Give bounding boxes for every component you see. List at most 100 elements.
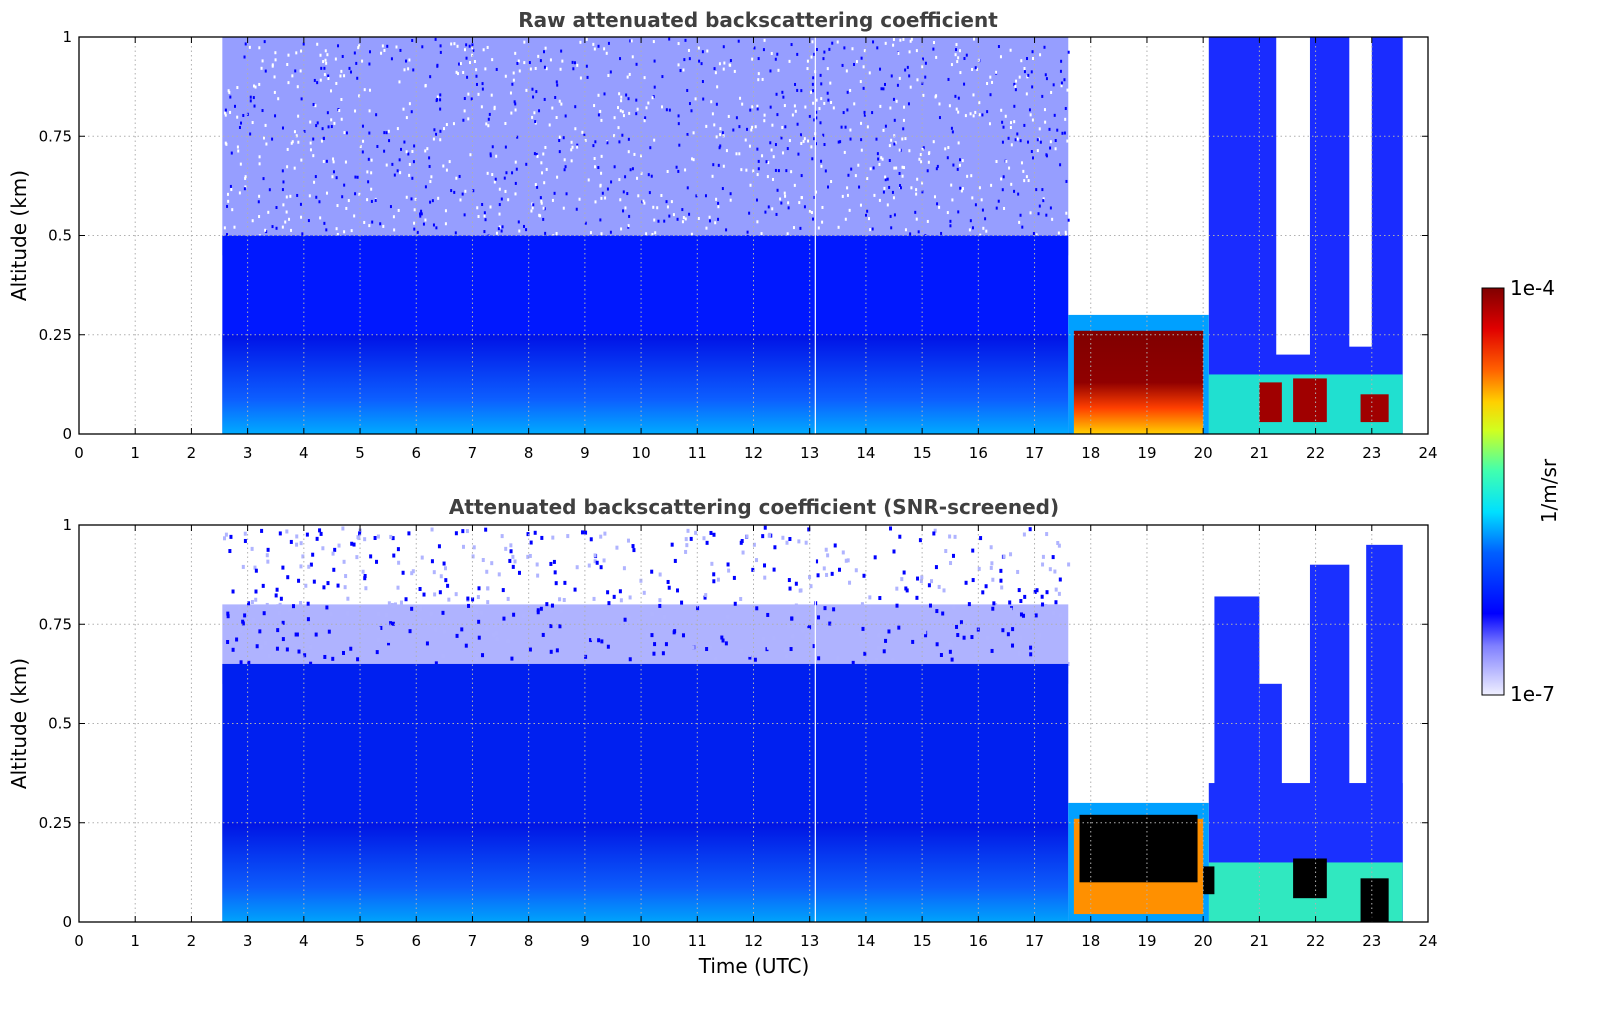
noise-pixel bbox=[514, 102, 517, 106]
noise-pixel bbox=[303, 129, 306, 133]
noise-pixel bbox=[1041, 188, 1044, 192]
noise-pixel bbox=[769, 69, 772, 73]
noise-pixel bbox=[892, 43, 895, 47]
noise-pixel bbox=[489, 154, 492, 158]
noise-pixel bbox=[343, 183, 346, 187]
noise-pixel bbox=[572, 67, 575, 71]
noise-pixel bbox=[645, 232, 648, 236]
noise-pixel bbox=[396, 127, 399, 131]
noise-pixel bbox=[432, 137, 435, 141]
noise-pixel bbox=[904, 137, 907, 141]
noise-pixel bbox=[354, 192, 357, 196]
noise-pixel bbox=[946, 211, 949, 215]
noise-pixel bbox=[999, 578, 1003, 583]
noise-pixel bbox=[817, 226, 820, 230]
noise-pixel bbox=[980, 198, 983, 202]
noise-pixel bbox=[956, 167, 959, 171]
noise-pixel bbox=[772, 567, 776, 572]
noise-pixel bbox=[1045, 213, 1048, 217]
noise-pixel bbox=[904, 68, 907, 72]
noise-pixel bbox=[396, 547, 400, 552]
low-cloud-patch bbox=[1293, 378, 1327, 423]
noise-pixel bbox=[291, 140, 294, 144]
noise-pixel bbox=[459, 62, 462, 66]
noise-pixel bbox=[719, 133, 722, 137]
noise-pixel bbox=[918, 538, 922, 543]
noise-pixel bbox=[247, 637, 251, 642]
noise-pixel bbox=[495, 231, 498, 235]
noise-pixel bbox=[628, 111, 631, 115]
noise-pixel bbox=[618, 589, 622, 594]
noise-pixel bbox=[399, 600, 403, 605]
noise-pixel bbox=[790, 616, 794, 621]
noise-pixel bbox=[1013, 104, 1016, 108]
noise-pixel bbox=[300, 158, 303, 162]
noise-pixel bbox=[990, 561, 994, 566]
noise-pixel bbox=[494, 623, 498, 628]
noise-pixel bbox=[324, 58, 327, 62]
noise-pixel bbox=[807, 625, 811, 630]
noise-pixel bbox=[312, 102, 315, 106]
noise-pixel bbox=[282, 180, 285, 184]
y-tick-label: 1 bbox=[62, 516, 72, 534]
noise-pixel bbox=[493, 180, 496, 184]
noise-pixel bbox=[618, 178, 621, 182]
noise-pixel bbox=[915, 595, 919, 600]
noise-pixel bbox=[549, 624, 553, 629]
noise-pixel bbox=[928, 151, 931, 155]
noise-pixel bbox=[295, 632, 299, 637]
noise-pixel bbox=[585, 64, 588, 68]
noise-pixel bbox=[1054, 147, 1057, 151]
noise-pixel bbox=[926, 219, 929, 223]
noise-pixel bbox=[288, 217, 291, 221]
noise-pixel bbox=[893, 166, 896, 170]
noise-pixel bbox=[776, 188, 779, 192]
noise-pixel bbox=[830, 100, 833, 104]
noise-pixel bbox=[815, 110, 818, 114]
noise-pixel bbox=[935, 55, 938, 59]
noise-pixel bbox=[1019, 612, 1023, 617]
noise-pixel bbox=[375, 113, 378, 117]
noise-pixel bbox=[1001, 188, 1004, 192]
noise-pixel bbox=[285, 647, 289, 652]
noise-pixel bbox=[350, 229, 353, 233]
heatmap-area bbox=[222, 525, 1403, 922]
noise-pixel bbox=[407, 152, 410, 156]
noise-pixel bbox=[1029, 652, 1033, 657]
noise-pixel bbox=[429, 180, 432, 184]
noise-pixel bbox=[763, 119, 766, 123]
noise-pixel bbox=[536, 608, 540, 613]
noise-pixel bbox=[1029, 645, 1033, 650]
noise-pixel bbox=[839, 140, 842, 144]
noise-pixel bbox=[807, 139, 810, 143]
noise-pixel bbox=[705, 124, 708, 128]
noise-pixel bbox=[721, 187, 724, 191]
noise-pixel bbox=[750, 128, 753, 132]
noise-pixel bbox=[898, 148, 901, 152]
noise-pixel bbox=[487, 117, 490, 121]
noise-pixel bbox=[823, 143, 826, 147]
x-tick-label: 19 bbox=[1137, 444, 1156, 462]
noise-pixel bbox=[510, 656, 514, 661]
noise-pixel bbox=[254, 589, 258, 594]
noise-pixel bbox=[290, 653, 294, 658]
noise-pixel bbox=[308, 627, 312, 632]
noise-pixel bbox=[523, 40, 526, 44]
noise-pixel bbox=[463, 97, 466, 101]
noise-pixel bbox=[1049, 146, 1052, 150]
snr-screened-backscatter-chart: Attenuated backscattering coefficient (S… bbox=[7, 495, 1438, 978]
noise-pixel bbox=[493, 107, 496, 111]
noise-pixel bbox=[721, 131, 724, 135]
noise-pixel bbox=[689, 536, 693, 541]
noise-pixel bbox=[393, 228, 396, 232]
noise-pixel bbox=[509, 543, 513, 548]
noise-pixel bbox=[308, 644, 312, 649]
noise-pixel bbox=[500, 197, 503, 201]
noise-pixel bbox=[331, 656, 335, 661]
noise-pixel bbox=[890, 138, 893, 142]
noise-pixel bbox=[1051, 217, 1054, 221]
noise-pixel bbox=[327, 74, 330, 78]
noise-pixel bbox=[323, 66, 326, 70]
noise-pixel bbox=[791, 113, 794, 117]
x-tick-label: 12 bbox=[744, 932, 763, 950]
